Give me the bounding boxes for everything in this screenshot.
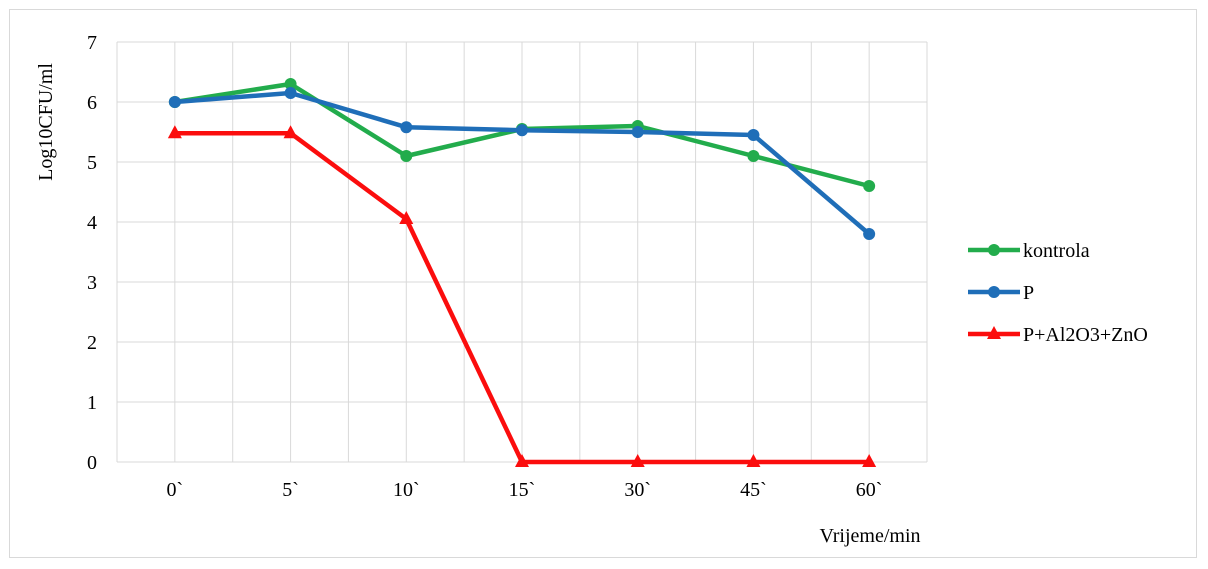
legend-label: P (1023, 282, 1034, 304)
data-point (630, 454, 645, 467)
x-tick-label: 5` (282, 479, 299, 501)
legend-marker (988, 286, 1000, 298)
y-tick-label: 6 (87, 92, 97, 114)
legend-entry-P+Al2O3+ZnO: P+Al2O3+ZnO (968, 324, 1148, 346)
y-tick-label: 3 (87, 272, 97, 294)
legend-entry-P: P (968, 282, 1034, 304)
x-tick-label: 60` (856, 479, 883, 501)
x-tick-label: 10` (393, 479, 420, 501)
grid (116, 41, 928, 463)
data-point (862, 454, 877, 467)
data-point (167, 125, 182, 139)
data-point (168, 96, 181, 108)
data-point (863, 180, 876, 192)
data-point (863, 228, 876, 240)
data-point (283, 125, 298, 139)
data-point (747, 150, 760, 162)
series-P (168, 87, 876, 240)
y-tick-label: 1 (87, 392, 97, 414)
data-point (746, 454, 761, 467)
data-point (284, 78, 297, 90)
y-tick-label: 7 (87, 32, 97, 54)
legend: kontrola P P+Al2O3+ZnO (968, 240, 1148, 346)
x-axis-title: Vrijeme/min (820, 525, 921, 547)
legend-entry-kontrola: kontrola (968, 240, 1090, 262)
legend-label: kontrola (1023, 240, 1090, 262)
y-axis-title: Log10CFU/ml (35, 63, 57, 181)
data-point (747, 129, 760, 141)
y-tick-label: 2 (87, 332, 97, 354)
legend-marker (987, 326, 1001, 339)
data-point (631, 126, 644, 138)
data-point (400, 150, 413, 162)
legend-marker (988, 244, 1000, 256)
data-point (284, 87, 297, 99)
legend-label: P+Al2O3+ZnO (1023, 324, 1148, 346)
axes: 0 1 2 3 4 5 6 7 0` 5` 10` 15` 30` 45` 60` (87, 32, 882, 501)
series-P+Al2O3+ZnO (167, 125, 877, 467)
x-tick-label: 0` (167, 479, 184, 501)
x-tick-label: 15` (509, 479, 536, 501)
data-point (516, 124, 528, 137)
x-tick-label: 30` (624, 479, 651, 501)
y-tick-label: 4 (87, 212, 97, 234)
y-tick-label: 0 (87, 452, 97, 474)
y-tick-label: 5 (87, 152, 97, 174)
data-point (515, 454, 529, 467)
data-point (400, 121, 413, 134)
x-tick-label: 45` (740, 479, 767, 501)
data-point (399, 211, 414, 224)
series-layer (167, 78, 877, 467)
